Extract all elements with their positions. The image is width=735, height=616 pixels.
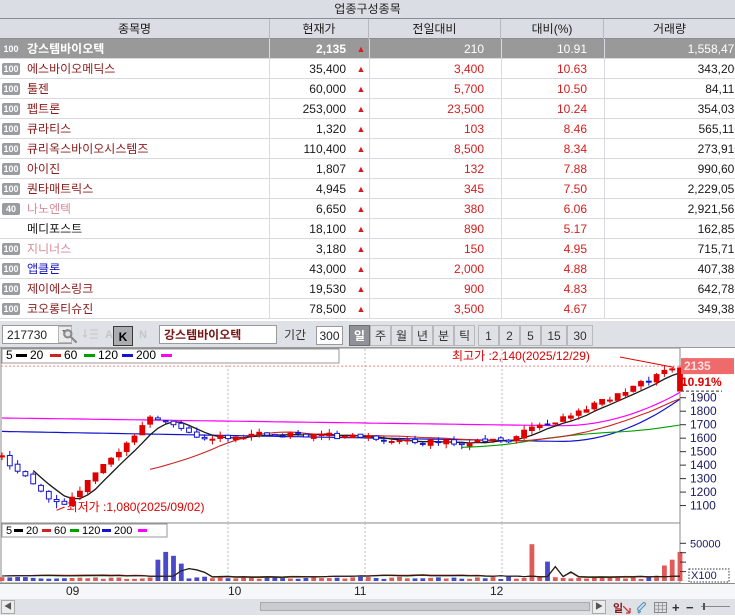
svg-text:20: 20: [26, 525, 38, 537]
svg-text:1600: 1600: [690, 431, 717, 445]
svg-text:200: 200: [114, 525, 132, 537]
svg-text:1100: 1100: [690, 499, 716, 513]
svg-text:X100: X100: [691, 570, 717, 582]
svg-text:최고가 :2,140(2025/12/29): 최고가 :2,140(2025/12/29): [452, 349, 590, 363]
svg-text:10.91%: 10.91%: [681, 375, 722, 389]
svg-text:200: 200: [136, 348, 156, 362]
svg-text:1900: 1900: [690, 391, 717, 405]
svg-text:1800: 1800: [690, 404, 717, 418]
svg-text:20: 20: [30, 348, 44, 362]
svg-text:2135: 2135: [684, 359, 711, 373]
svg-text:120: 120: [98, 348, 118, 362]
svg-text:1400: 1400: [690, 458, 717, 472]
svg-text:5: 5: [6, 348, 13, 362]
svg-text:60: 60: [54, 525, 66, 537]
svg-text:60: 60: [64, 348, 78, 362]
svg-text:120: 120: [82, 525, 100, 537]
svg-text:1200: 1200: [690, 485, 717, 499]
svg-text:50000: 50000: [690, 538, 721, 550]
svg-text:1700: 1700: [690, 418, 717, 432]
svg-text:최저가 :1,080(2025/09/02): 최저가 :1,080(2025/09/02): [67, 500, 205, 514]
svg-text:1500: 1500: [690, 445, 717, 459]
svg-text:1300: 1300: [690, 472, 717, 486]
svg-text:5: 5: [6, 525, 12, 537]
